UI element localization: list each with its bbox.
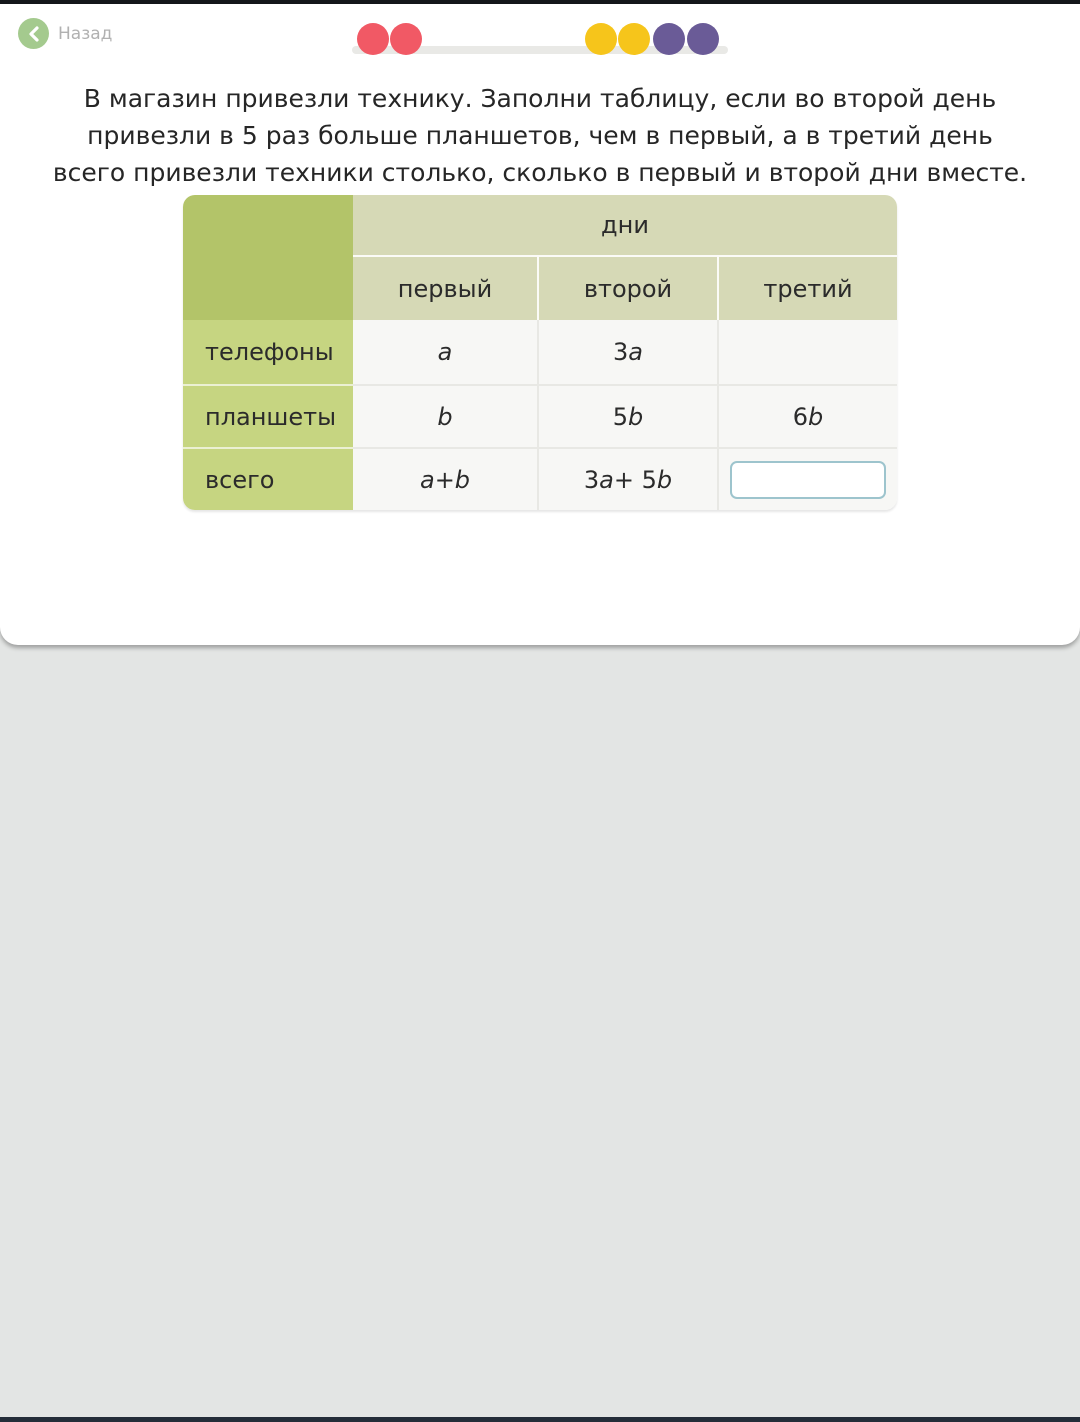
table-row-header-tablets: планшеты [183,384,353,447]
table-cell [717,320,897,384]
back-label: Назад [58,23,113,44]
problem-line: всего привезли техники столько, сколько … [52,158,1028,187]
problem-line: В магазин привезли технику. Заполни табл… [83,84,997,113]
table-cell: b [353,384,537,447]
progress-dot [585,23,617,55]
progress-dot [390,23,422,55]
table-col-header-second: второй [537,257,717,320]
bottom-system-strip [0,1417,1080,1422]
table-row-header-total: всего [183,447,353,510]
progress-dot [357,23,389,55]
table-col-header-first: первый [353,257,537,320]
back-button[interactable]: Назад [18,18,112,49]
problem-statement: В магазин привезли технику. Заполни табл… [0,80,1080,191]
progress-dot [618,23,650,55]
progress-dot [653,23,685,55]
progress-dot [687,23,719,55]
top-system-strip [0,0,1080,4]
table-cell: a [353,320,537,384]
exercise-card: Назад В магазин привезли технику. Заполн… [0,4,1080,645]
back-circle[interactable] [18,18,49,49]
table-cell: a + b [353,447,537,510]
table-col-header-third: третий [717,257,897,320]
table-days-header: дни [353,195,897,257]
table-row-header-phones: телефоны [183,320,353,384]
table-corner-cell [183,195,353,320]
progress-track [352,46,728,54]
chevron-left-icon [28,25,39,42]
problem-line: привезли в 5 раз больше планшетов, чем в… [87,121,993,150]
answer-input[interactable] [730,460,886,499]
table-cell-answer [717,447,897,510]
